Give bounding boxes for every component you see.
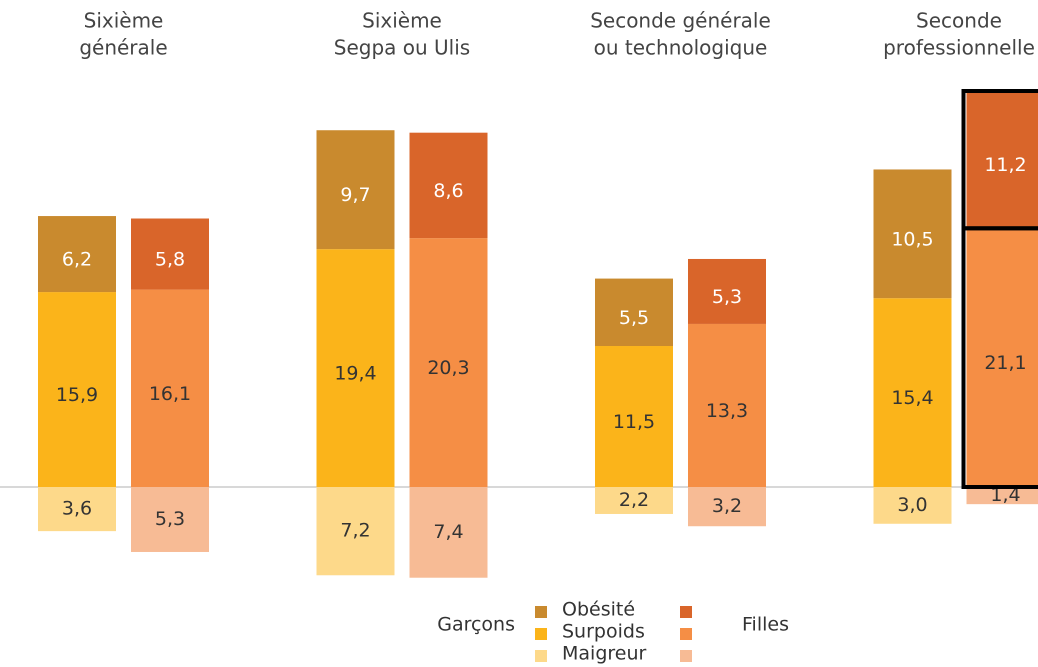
bar-segment: [409, 132, 488, 239]
bar-segment: [966, 228, 1038, 487]
bar-segment: [131, 289, 209, 487]
value-label: 5,5: [619, 307, 649, 329]
category-label: Sixième: [84, 9, 164, 33]
bar-segment: [38, 216, 116, 293]
bar-segment: [409, 238, 488, 487]
highlight-box: [961, 89, 1038, 231]
legend-swatch: [680, 650, 692, 662]
value-label: 16,1: [149, 383, 191, 405]
bar-segment: [688, 258, 766, 324]
value-label: 7,2: [340, 520, 370, 542]
value-label: 15,4: [891, 387, 933, 409]
bar-segment: [873, 298, 952, 487]
bar-segment: [966, 91, 1038, 229]
category-label: Seconde: [916, 9, 1002, 33]
value-label: 19,4: [334, 363, 376, 385]
bar-segment: [316, 249, 395, 487]
value-label: 21,1: [984, 352, 1026, 374]
value-label: 1,4: [990, 484, 1020, 506]
category-label: Segpa ou Ulis: [334, 36, 470, 60]
bar-segment: [873, 487, 952, 524]
bar-segment: [38, 487, 116, 532]
value-label: 8,6: [433, 180, 463, 202]
legend-swatch: [535, 628, 547, 640]
bar-segment: [316, 130, 395, 250]
value-label: 3,2: [712, 495, 742, 517]
bar-segment: [688, 487, 766, 527]
category-label: ou technologique: [594, 36, 768, 60]
value-label: 20,3: [427, 357, 469, 379]
value-label: 3,0: [897, 494, 927, 516]
value-label: 10,5: [891, 228, 933, 250]
legend-label: Surpoids: [562, 621, 645, 643]
legend-swatch: [535, 606, 547, 618]
bar-segment: [595, 346, 673, 487]
value-label: 11,5: [613, 411, 655, 433]
bar-segment: [316, 487, 395, 576]
legend-group-label: Garçons: [437, 614, 515, 636]
legend-swatch: [535, 650, 547, 662]
category-label: générale: [79, 36, 167, 60]
value-label: 3,6: [62, 498, 92, 520]
bar-segment: [38, 292, 116, 487]
bar-segment: [688, 323, 766, 487]
bar-segment: [595, 487, 673, 514]
bar-segment: [966, 487, 1038, 505]
value-label: 7,4: [433, 521, 463, 543]
category-label: Seconde générale: [590, 9, 771, 33]
bar-segment: [595, 278, 673, 347]
bar-segment: [131, 487, 209, 552]
bar-segment: [131, 218, 209, 290]
legend-group-label: Filles: [742, 614, 789, 636]
value-label: 6,2: [62, 249, 92, 271]
value-label: 9,7: [340, 184, 370, 206]
legend-swatch: [680, 628, 692, 640]
category-label: Sixième: [362, 9, 442, 33]
legend-label: Maigreur: [562, 643, 647, 665]
value-label: 5,8: [155, 249, 185, 271]
legend-swatch: [680, 606, 692, 618]
value-label: 5,3: [155, 508, 185, 530]
bar-segment: [873, 169, 952, 299]
value-label: 11,2: [984, 154, 1026, 176]
value-label: 5,3: [712, 286, 742, 308]
value-label: 13,3: [706, 400, 748, 422]
value-label: 15,9: [56, 384, 98, 406]
bar-segment: [409, 487, 488, 578]
legend-label: Obésité: [562, 599, 635, 621]
value-label: 2,2: [619, 489, 649, 511]
category-label: professionnelle: [883, 36, 1035, 60]
